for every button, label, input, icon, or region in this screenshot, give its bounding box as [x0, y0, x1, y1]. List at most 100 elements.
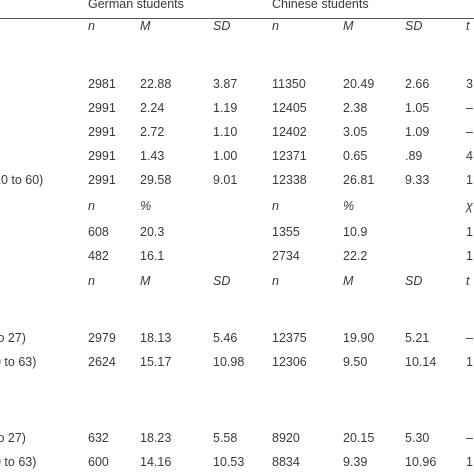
column-header: n — [272, 199, 279, 213]
table-cell: 12338 — [272, 173, 307, 187]
table-cell: 10.14 — [405, 355, 437, 369]
table-cell: 600 — [88, 455, 109, 469]
table-cell: 5.46 — [213, 331, 238, 345]
table-cell: 20.49 — [343, 77, 375, 91]
table-cell: 5.58 — [213, 431, 238, 445]
table-cell: 20.15 — [343, 431, 375, 445]
table-cell: 2979 — [88, 331, 116, 345]
row-label: 10 to 60) — [0, 173, 44, 187]
column-header: SD — [213, 274, 231, 288]
table-cell: 2981 — [88, 77, 116, 91]
table-cell: 12371 — [272, 149, 307, 163]
table-cell: 20.3 — [140, 225, 165, 239]
table-cell: 18.23 — [140, 431, 172, 445]
column-header: t — [466, 19, 470, 33]
table-cell: 8834 — [272, 455, 300, 469]
table-cell: 2.66 — [405, 77, 430, 91]
table-cell: 1.10 — [213, 125, 238, 139]
table-cell: 9.39 — [343, 455, 368, 469]
column-header: M — [140, 19, 151, 33]
table-cell: 9.50 — [343, 355, 368, 369]
table-cell: 2991 — [88, 125, 116, 139]
table-cell: 2991 — [88, 173, 116, 187]
table-cell: 1.05 — [405, 101, 430, 115]
table-cell: 1.19 — [213, 101, 238, 115]
table-cell: 12306 — [272, 355, 307, 369]
table-cell: 2734 — [272, 249, 300, 263]
table-cell: 1.00 — [213, 149, 238, 163]
table-cell: 12405 — [272, 101, 307, 115]
row-label: to 27) — [0, 331, 26, 345]
column-header: n — [88, 19, 95, 33]
table-cell: 3.87 — [213, 77, 238, 91]
table-cell: 18.13 — [140, 331, 172, 345]
row-label: 0 to 63) — [0, 355, 37, 369]
column-header: SD — [213, 19, 231, 33]
table-cell: 4 — [466, 149, 473, 163]
table-cell: 3 — [466, 77, 473, 91]
table-cell: 2624 — [88, 355, 116, 369]
table-cell: 2.72 — [140, 125, 165, 139]
column-header: SD — [405, 19, 423, 33]
column-header: % — [343, 199, 355, 213]
table-cell: 16.1 — [140, 249, 165, 263]
column-header: M — [343, 274, 354, 288]
table-cell: 26.81 — [343, 173, 375, 187]
table-cell: – — [466, 101, 473, 115]
table-cell: 3.05 — [343, 125, 368, 139]
table-cell: .89 — [405, 149, 423, 163]
table-cell: 22.2 — [343, 249, 368, 263]
column-header: M — [343, 19, 354, 33]
table-cell: – — [466, 125, 473, 139]
table-cell: 632 — [88, 431, 109, 445]
column-header: n — [88, 274, 95, 288]
table-cell: 1 — [466, 249, 473, 263]
table-cell: 10.9 — [343, 225, 368, 239]
column-header: t — [466, 274, 470, 288]
table-cell: 2.38 — [343, 101, 368, 115]
table-cell: 2991 — [88, 149, 116, 163]
table-cell: 2.24 — [140, 101, 165, 115]
table-cell: – — [466, 331, 473, 345]
row-label: 0 to 63) — [0, 455, 37, 469]
table-cell: 10.98 — [213, 355, 245, 369]
column-header: χ — [466, 199, 473, 213]
table-cell: – — [466, 431, 473, 445]
table-cell: 22.88 — [140, 77, 172, 91]
column-header: % — [140, 199, 152, 213]
table-cell: 0.65 — [343, 149, 368, 163]
column-header: n — [88, 199, 95, 213]
table-cell: 1 — [466, 355, 473, 369]
table-cell: 10.53 — [213, 455, 245, 469]
table-cell: 12375 — [272, 331, 307, 345]
table-cell: 2991 — [88, 101, 116, 115]
column-header: n — [272, 19, 279, 33]
table-cell: 8920 — [272, 431, 300, 445]
column-header: SD — [405, 274, 423, 288]
table-cell: 10.96 — [405, 455, 437, 469]
column-header: M — [140, 274, 151, 288]
table-cell: 29.58 — [140, 173, 172, 187]
table-cell: 1 — [466, 455, 473, 469]
table-cell: 1.09 — [405, 125, 430, 139]
table-cell: 14.16 — [140, 455, 172, 469]
table-cell: 15.17 — [140, 355, 172, 369]
table-cell: 9.33 — [405, 173, 430, 187]
table-cell: 9.01 — [213, 173, 238, 187]
group-header-german: German students — [88, 0, 184, 11]
table-cell: 12402 — [272, 125, 307, 139]
table-cell: 1 — [466, 173, 473, 187]
table-cell: 19.90 — [343, 331, 375, 345]
table-cell: 5.21 — [405, 331, 430, 345]
column-header: n — [272, 274, 279, 288]
table-cell: 1 — [466, 225, 473, 239]
table-cell: 608 — [88, 225, 109, 239]
group-header-chinese: Chinese students — [272, 0, 369, 11]
header-rule — [0, 18, 474, 19]
table-cell: 1355 — [272, 225, 300, 239]
table-cell: 482 — [88, 249, 109, 263]
table-cell: 1.43 — [140, 149, 165, 163]
table-cell: 5.30 — [405, 431, 430, 445]
table-cell: 11350 — [272, 77, 306, 91]
